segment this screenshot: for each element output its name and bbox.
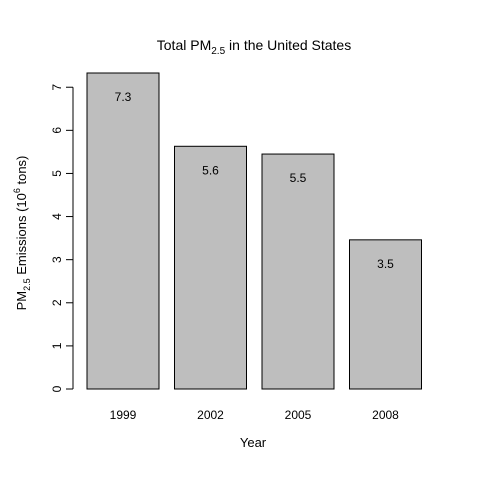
- x-tick-label-2005: 2005: [285, 408, 312, 422]
- chart-title: Total PM2.5 in the United States: [157, 37, 351, 57]
- data-label-2005: 5.5: [290, 171, 307, 185]
- y-tick-label-4: 4: [50, 213, 64, 220]
- data-labels: 7.3 5.6 5.5 3.5: [115, 90, 395, 271]
- data-label-1999: 7.3: [115, 90, 132, 104]
- y-axis: 0 1 2 3 4 5 6 7: [50, 84, 74, 392]
- y-tick-label-1: 1: [50, 342, 64, 349]
- x-axis-label: Year: [240, 435, 267, 450]
- x-tick-labels: 1999 2002 2005 2008: [110, 408, 400, 422]
- x-tick-label-2008: 2008: [372, 408, 399, 422]
- x-tick-label-1999: 1999: [110, 408, 137, 422]
- y-tick-label-0: 0: [50, 385, 64, 392]
- bars: [86, 72, 422, 390]
- y-axis-label: PM2.5 Emissions (106 tons): [12, 156, 32, 311]
- bar-1999: [86, 72, 160, 390]
- y-tick-label-7: 7: [50, 84, 64, 91]
- y-tick-label-5: 5: [50, 170, 64, 177]
- y-tick-label-2: 2: [50, 299, 64, 306]
- x-tick-label-2002: 2002: [197, 408, 224, 422]
- bar-2008: [349, 239, 422, 390]
- y-tick-label-6: 6: [50, 127, 64, 134]
- data-label-2008: 3.5: [377, 257, 394, 271]
- y-tick-label-3: 3: [50, 256, 64, 263]
- data-label-2002: 5.6: [202, 163, 219, 177]
- bar-2005: [261, 153, 335, 390]
- bar-2002: [174, 145, 247, 390]
